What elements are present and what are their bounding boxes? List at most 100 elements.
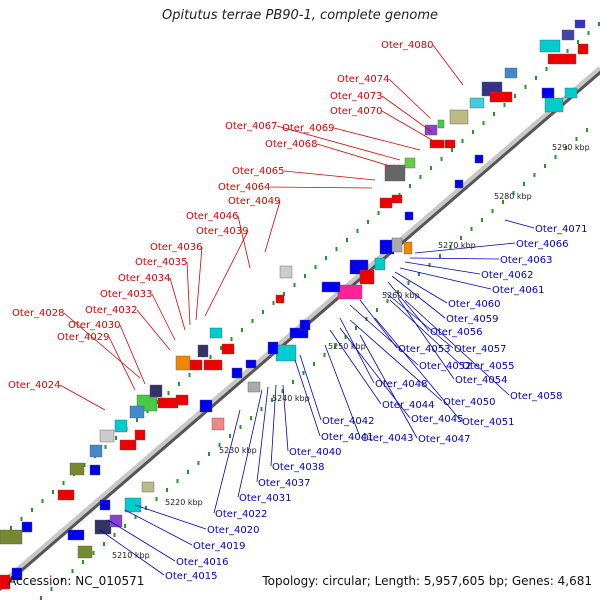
- gene-feature: [189, 359, 203, 371]
- tick-mark: [419, 175, 422, 179]
- label-leader: [299, 354, 322, 421]
- tick-mark: [220, 346, 222, 350]
- tick-mark: [524, 85, 527, 89]
- forward-gene-label: Oter_4067: [225, 121, 278, 132]
- reverse-gene-label: Oter_4042: [322, 416, 375, 427]
- tick-mark: [587, 31, 590, 35]
- forward-gene-label: Oter_4024: [8, 380, 61, 391]
- gene-feature: [67, 529, 85, 541]
- tick-mark: [451, 148, 453, 152]
- genome-summary: Topology: circular; Length: 5,957,605 bp…: [262, 574, 592, 588]
- tick-mark: [535, 76, 537, 80]
- label-leader: [324, 344, 361, 438]
- tick-mark: [470, 227, 473, 231]
- tick-mark: [335, 247, 338, 251]
- gene-feature: [77, 545, 93, 559]
- gene-feature: [437, 119, 445, 129]
- label-leader: [349, 304, 419, 366]
- reverse-gene-label: Oter_4057: [454, 344, 507, 355]
- forward-gene-label: Oter_4070: [330, 106, 383, 117]
- tick-mark: [271, 398, 273, 402]
- reverse-gene-label: Oter_4060: [448, 299, 501, 310]
- tick-mark: [544, 164, 546, 168]
- forward-gene-label: Oter_4028: [12, 308, 65, 319]
- tick-mark: [365, 317, 368, 321]
- scale-label: 5290 kbp: [552, 143, 590, 152]
- tick-mark: [92, 551, 95, 555]
- label-leader: [388, 78, 431, 119]
- gene-feature: [0, 574, 11, 590]
- tick-mark: [103, 542, 105, 546]
- tick-mark: [241, 328, 243, 332]
- tick-mark: [10, 526, 12, 530]
- gene-feature: [574, 19, 586, 29]
- reverse-gene-label: Oter_4031: [239, 493, 292, 504]
- tick-mark: [62, 481, 65, 485]
- reverse-gene-label: Oter_4062: [481, 270, 534, 281]
- tick-mark: [304, 274, 306, 278]
- forward-gene-label: Oter_4032: [85, 305, 138, 316]
- reverse-gene-label: Oter_4043: [361, 433, 414, 444]
- tick-mark: [229, 434, 231, 438]
- tick-mark: [71, 569, 74, 573]
- gene-feature: [197, 344, 209, 358]
- reverse-gene-label: Oter_4041: [321, 432, 374, 443]
- tick-mark: [355, 326, 357, 330]
- label-leader: [169, 277, 186, 331]
- tick-mark: [397, 290, 399, 294]
- tick-mark: [481, 218, 483, 222]
- gene-feature: [245, 359, 257, 369]
- label-leader: [237, 215, 251, 269]
- tick-track-outer: [10, 22, 600, 530]
- tick-mark: [334, 344, 336, 348]
- tick-mark: [178, 382, 180, 386]
- tick-mark: [566, 49, 569, 53]
- tick-mark: [439, 254, 441, 258]
- label-leader: [63, 312, 141, 379]
- label-leader: [374, 317, 462, 422]
- label-leader: [107, 519, 176, 562]
- forward-gene-label: Oter_4030: [68, 320, 121, 331]
- gene-feature: [69, 462, 85, 476]
- tick-mark: [20, 517, 23, 521]
- gene-feature: [275, 344, 297, 362]
- tick-mark: [293, 283, 296, 287]
- reverse-gene-label: Oter_4048: [375, 379, 428, 390]
- label-leader: [397, 297, 455, 380]
- tick-mark: [250, 416, 252, 420]
- gene-feature: [299, 319, 311, 331]
- tick-mark: [218, 443, 221, 447]
- label-leader: [333, 127, 421, 151]
- tick-mark: [409, 184, 411, 188]
- tick-mark: [491, 209, 494, 213]
- reverse-gene-label: Oter_4038: [272, 462, 325, 473]
- tick-mark: [323, 353, 326, 357]
- gene-feature: [99, 429, 115, 443]
- gene-feature: [391, 194, 403, 204]
- label-leader: [151, 293, 176, 341]
- tick-mark: [313, 362, 315, 366]
- gene-feature: [404, 157, 416, 169]
- gene-feature: [203, 359, 223, 371]
- gene-feature: [209, 327, 223, 339]
- label-leader: [504, 219, 535, 229]
- forward-gene-label: Oter_4035: [135, 257, 188, 268]
- tick-mark: [512, 191, 515, 195]
- forward-gene-label: Oter_4080: [381, 40, 434, 51]
- genome-title: Opitutus terrae PB90-1, complete genome: [161, 8, 439, 23]
- label-leader: [381, 95, 433, 133]
- forward-gene-label: Oter_4074: [337, 74, 390, 85]
- label-leader: [339, 327, 411, 419]
- tick-mark: [113, 533, 116, 537]
- tick-mark: [440, 157, 443, 161]
- gene-feature: [564, 87, 578, 99]
- tick-mark: [167, 391, 170, 395]
- tick-mark: [124, 524, 126, 528]
- forward-gene-label: Oter_4064: [218, 182, 271, 193]
- label-leader: [294, 359, 321, 437]
- reverse-gene-label: Oter_4047: [418, 434, 471, 445]
- label-leader: [283, 170, 376, 181]
- reverse-gene-label: Oter_4044: [382, 400, 435, 411]
- scale-label: 5240 kbp: [272, 394, 310, 403]
- tick-mark: [377, 211, 380, 215]
